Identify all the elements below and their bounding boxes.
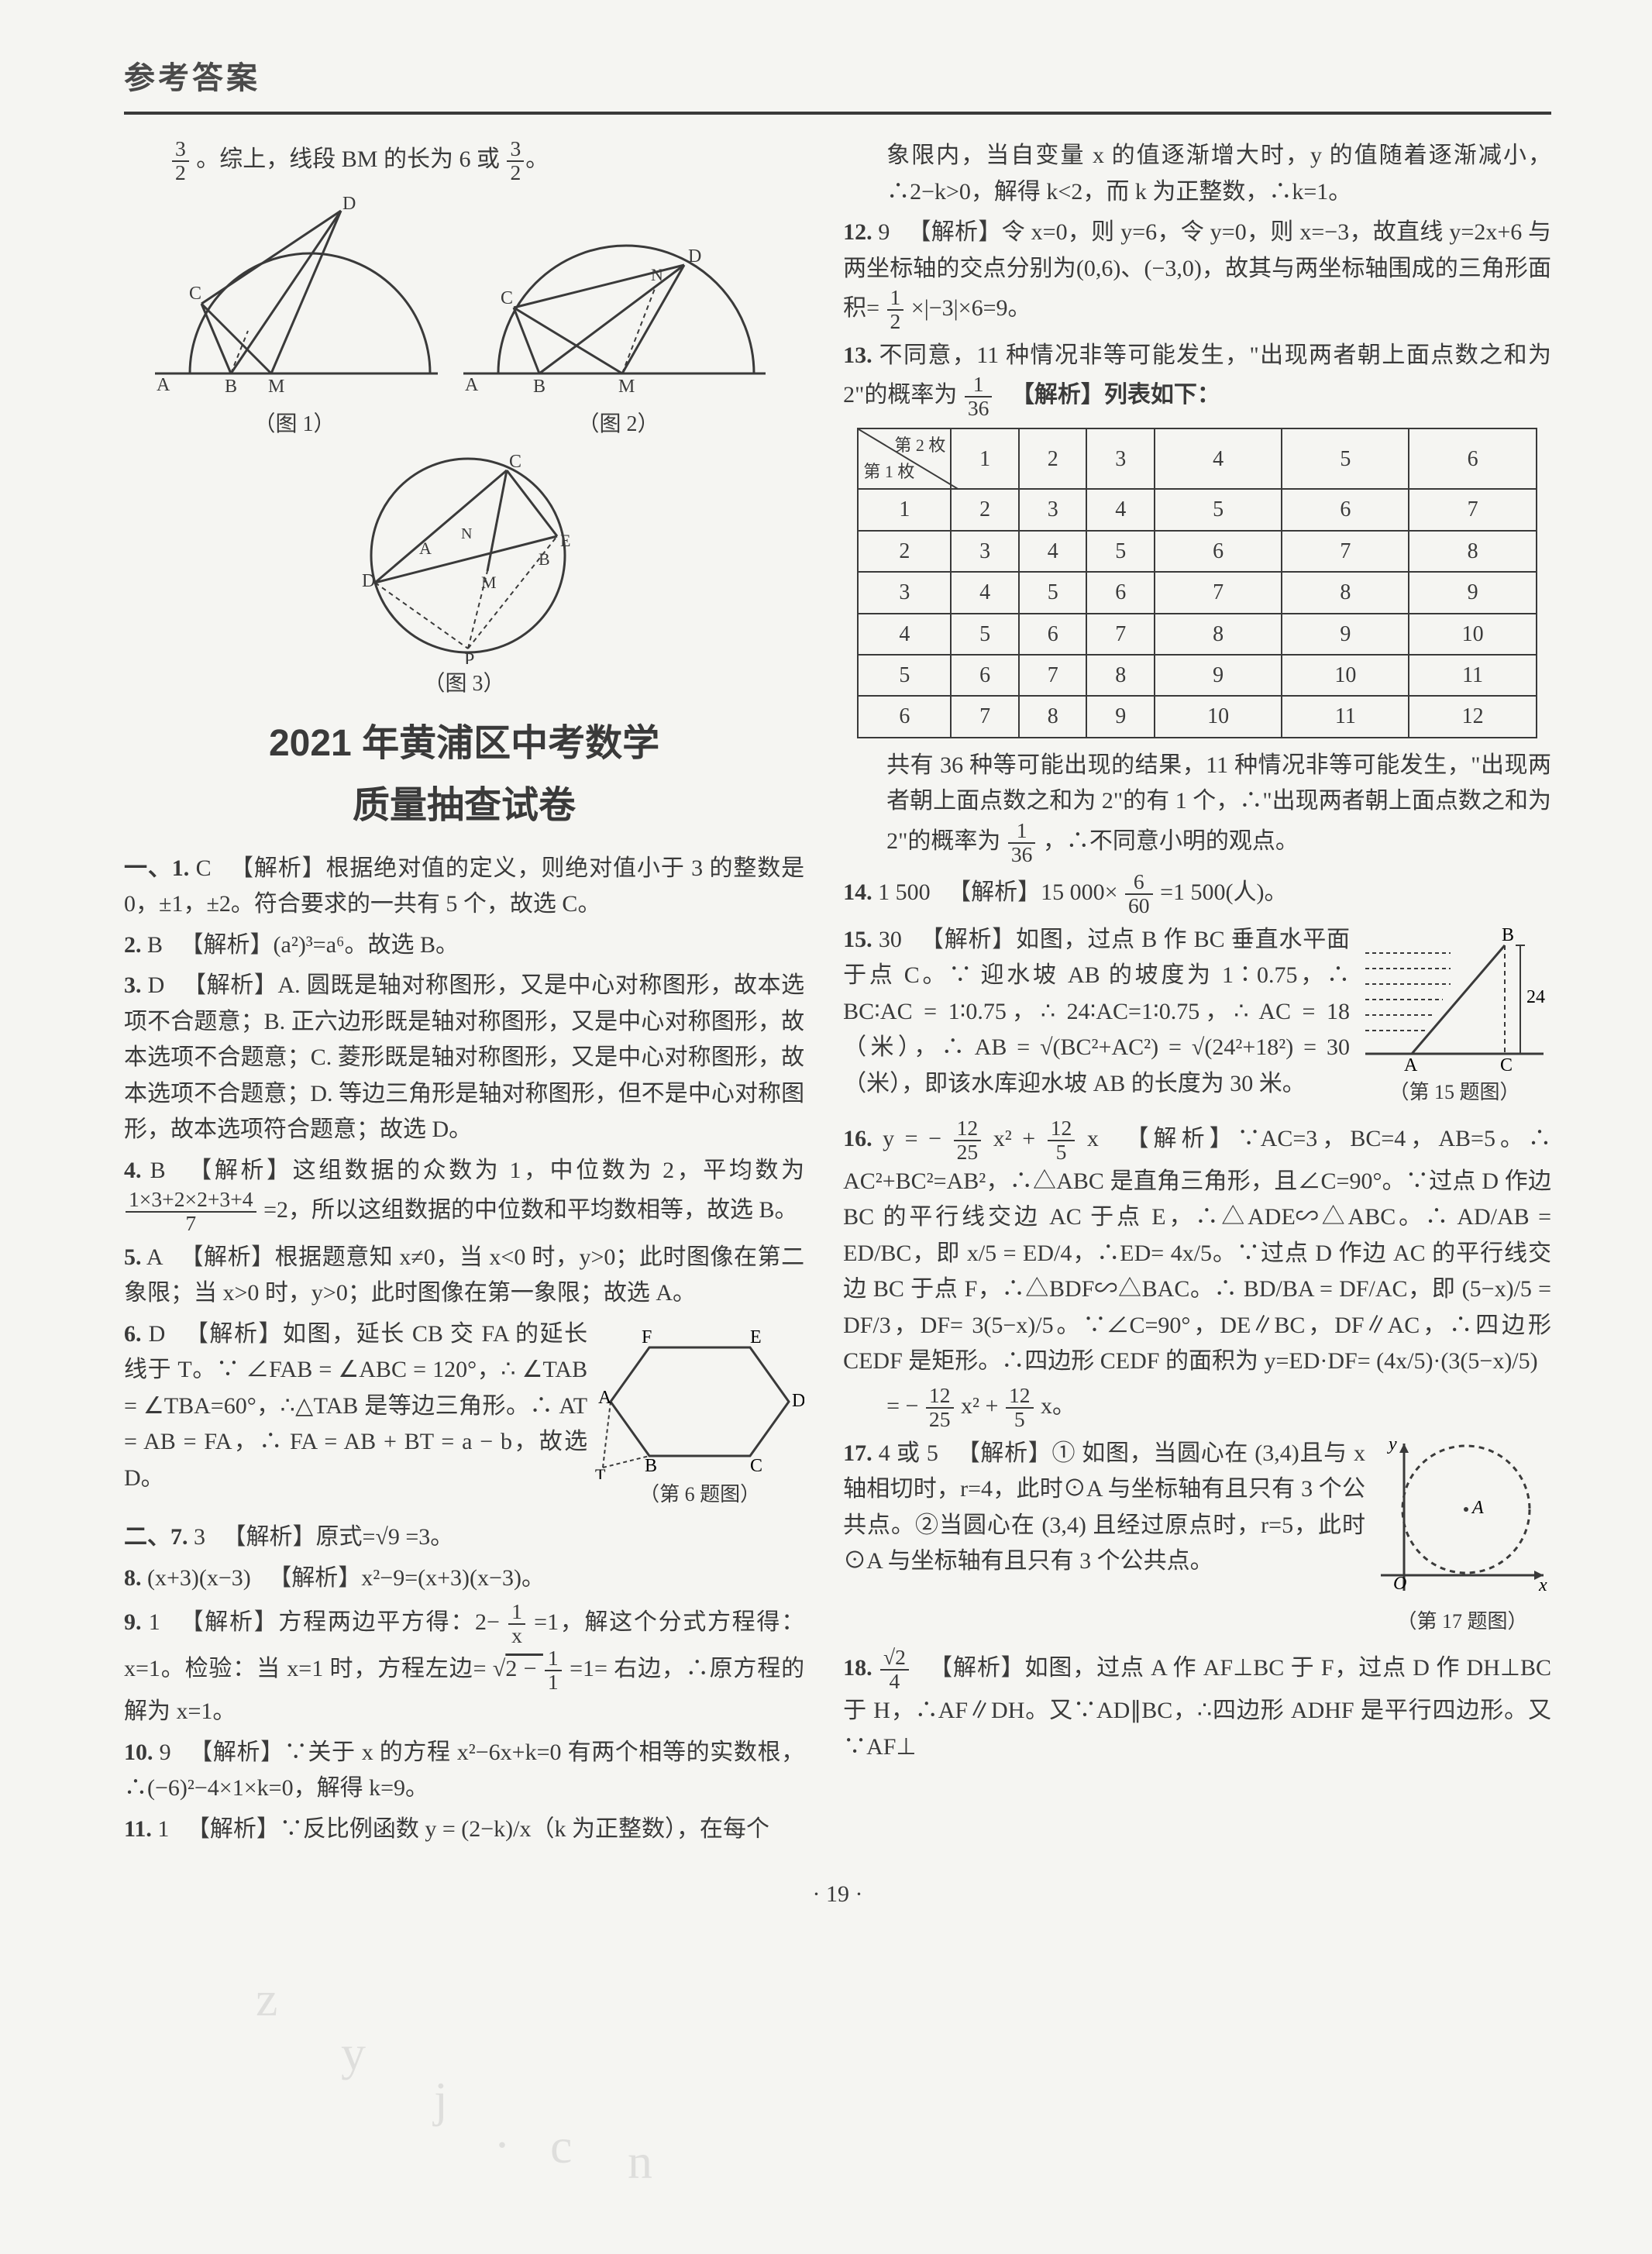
r-top: 象限内，当自变量 x 的值逐渐增大时，y 的值随着逐渐减小，∴2−k>0，解得 …: [843, 138, 1551, 210]
svg-text:A: A: [465, 375, 479, 395]
svg-text:N: N: [461, 525, 472, 542]
q15-figure: 24 B A C （第 15 题图）: [1358, 922, 1551, 1108]
svg-text:M: M: [618, 377, 635, 397]
svg-text:M: M: [268, 377, 284, 397]
svg-text:C: C: [501, 288, 513, 308]
svg-text:A: A: [1471, 1498, 1484, 1518]
svg-text:B: B: [1502, 925, 1514, 945]
svg-text:A: A: [419, 539, 432, 558]
svg-text:M: M: [481, 573, 497, 592]
svg-text:F: F: [642, 1327, 652, 1347]
table-row: 2345678: [858, 531, 1536, 572]
q9: 9. 1 【解析】方程两边平方得：2− 1x =1，解这个分式方程得：x=1。检…: [124, 1601, 804, 1729]
q4: 4. B 【解析】这组数据的众数为 1，中位数为 2，平均数为 1×3+2×2+…: [124, 1153, 804, 1235]
svg-text:C: C: [189, 284, 201, 304]
svg-text:B: B: [533, 377, 546, 397]
q17-figure: A O x y （第 17 题图）: [1373, 1436, 1551, 1637]
top-fragment: 32 。综上，线段 BM 的长为 6 或 32。: [170, 138, 804, 184]
diagrams-row-1: A B M C D （图 1） A: [124, 195, 804, 441]
right-column: 象限内，当自变量 x 的值逐渐增大时，y 的值随着逐渐减小，∴2−k>0，解得 …: [843, 138, 1551, 1852]
svg-text:x: x: [1538, 1575, 1547, 1595]
table-row: 3456789: [858, 572, 1536, 613]
diagram-3: D A C E B M N P （图 3）: [124, 447, 804, 700]
q12: 12. 9 【解析】令 x=0，则 y=6，令 y=0，则 x=−3，故直线 y…: [843, 215, 1551, 333]
svg-text:C: C: [1500, 1055, 1513, 1075]
table-row: 1234567: [858, 489, 1536, 530]
svg-text:C: C: [509, 452, 521, 472]
svg-text:D: D: [362, 571, 375, 591]
svg-text:D: D: [342, 195, 356, 214]
q14: 14. 1 500 【解析】15 000× 660 =1 500(人)。: [843, 871, 1551, 917]
q13b: 共有 36 种等可能出现的结果，11 种情况非等可能发生，"出现两者朝上面点数之…: [843, 748, 1551, 866]
svg-text:O: O: [1393, 1574, 1406, 1594]
q11: 11. 1 【解析】∵反比例函数 y = (2−k)/x（k 为正整数），在每个: [124, 1812, 804, 1848]
svg-text:E: E: [750, 1327, 762, 1347]
q16b: = − 1225 x² + 125 x。: [843, 1385, 1551, 1431]
table-row: 567891011: [858, 655, 1536, 696]
page-number: · 19 ·: [124, 1877, 1551, 1913]
q10: 10. 9 【解析】∵关于 x 的方程 x²−6x+k=0 有两个相等的实数根，…: [124, 1735, 804, 1807]
content-columns: 32 。综上，线段 BM 的长为 6 或 32。 A B M C: [124, 138, 1551, 1852]
svg-text:24: 24: [1526, 987, 1545, 1007]
q3: 3. D 【解析】A. 圆既是轴对称图形，又是中心对称图形，故本选项不合题意；B…: [124, 968, 804, 1148]
dice-table: 第 2 枚 第 1 枚 1 2 3 4 5 6 1234567234567834…: [857, 428, 1537, 738]
diagram-1: A B M C D （图 1）: [147, 195, 442, 441]
table-row: 45678910: [858, 614, 1536, 655]
q2: 2. B 【解析】(a²)³=a⁶。故选 B。: [124, 927, 804, 964]
q8: 8. (x+3)(x−3) 【解析】x²−9=(x+3)(x−3)。: [124, 1561, 804, 1597]
dice-diag-cell: 第 2 枚 第 1 枚: [858, 428, 951, 489]
svg-text:B: B: [645, 1456, 657, 1476]
header-rule: [124, 112, 1551, 115]
svg-text:y: y: [1387, 1436, 1397, 1454]
q6: F E D C B A T （第 6 题图） 6. D 【解析】如图，延长 CB…: [124, 1316, 804, 1515]
svg-text:A: A: [157, 375, 170, 395]
svg-text:E: E: [560, 531, 570, 550]
q5: 5. A 【解析】根据题意知 x≠0，当 x<0 时，y>0；此时图像在第二象限…: [124, 1240, 804, 1312]
q18: 18. √24 【解析】如图，过点 A 作 AF⊥BC 于 F，过点 D 作 D…: [843, 1647, 1551, 1765]
q17: A O x y （第 17 题图） 17. 4 或 5 【解析】① 如图，当圆心…: [843, 1436, 1551, 1642]
svg-text:C: C: [750, 1456, 762, 1476]
q16: 16. y = − 1225 x² + 125 x 【解析】∵AC=3，BC=4…: [843, 1117, 1551, 1380]
table-row: 6789101112: [858, 696, 1536, 737]
q1: 一、1. C 【解析】根据绝对值的定义，则绝对值小于 3 的整数是 0，±1，±…: [124, 851, 804, 923]
q13a: 13. 不同意，11 种情况非等可能发生，"出现两者朝上面点数之和为 2"的概率…: [843, 338, 1551, 420]
diagram-2: A B M C D N （图 2）: [456, 195, 781, 441]
svg-text:D: D: [688, 246, 701, 267]
q15: 24 B A C （第 15 题图） 15. 30 【解析】如图，过点 B 作 …: [843, 922, 1551, 1113]
svg-text:T: T: [595, 1465, 606, 1479]
exam-title: 2021 年黄浦区中考数学: [124, 715, 804, 773]
page-header: 参考答案: [124, 54, 1551, 102]
svg-text:D: D: [792, 1391, 804, 1411]
svg-text:P: P: [464, 650, 474, 664]
svg-text:A: A: [1404, 1055, 1418, 1075]
svg-text:B: B: [539, 549, 550, 569]
left-column: 32 。综上，线段 BM 的长为 6 或 32。 A B M C: [124, 138, 804, 1852]
svg-text:B: B: [225, 377, 237, 397]
svg-text:A: A: [598, 1388, 612, 1408]
q7: 二、7. 3 【解析】原式=√9 =3。: [124, 1519, 804, 1556]
exam-subtitle: 质量抽查试卷: [124, 777, 804, 834]
svg-text:N: N: [651, 265, 663, 284]
q6-figure: F E D C B A T （第 6 题图）: [595, 1316, 804, 1510]
